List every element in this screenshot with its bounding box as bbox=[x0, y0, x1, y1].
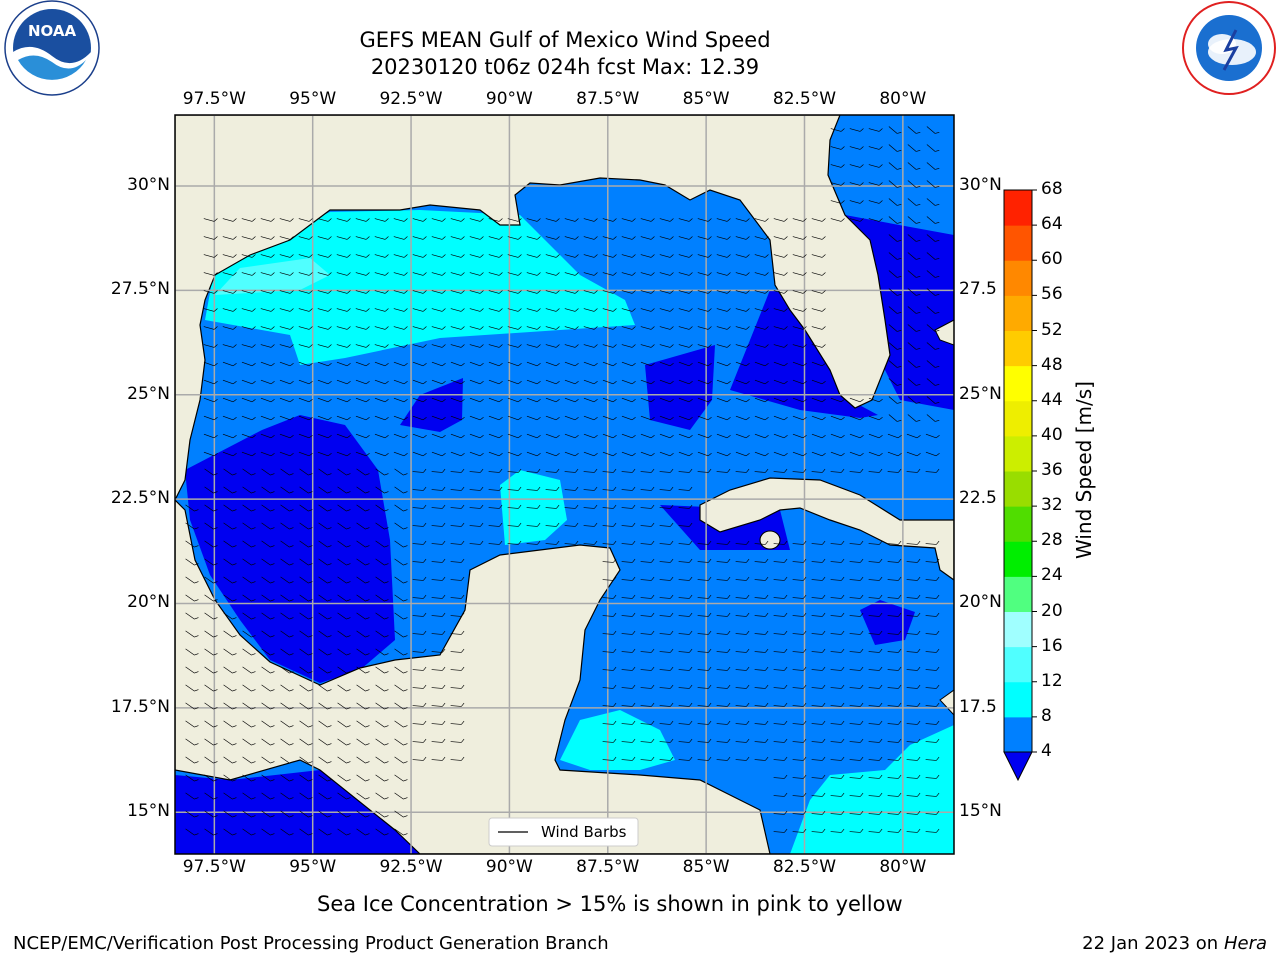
lat-tick-label: 20°N bbox=[127, 592, 170, 613]
lat-tick-label: 30°N bbox=[959, 174, 1002, 195]
lat-tick-label: 17.5°N bbox=[110, 696, 170, 717]
land-isla-juventud bbox=[759, 530, 781, 550]
breezy-region-texas bbox=[215, 258, 330, 295]
lon-tick-label: 87.5°W bbox=[576, 89, 640, 109]
colorbar-tick-label: 16 bbox=[1041, 635, 1063, 656]
grid-lines bbox=[175, 115, 954, 854]
lat-tick-label: 20°N bbox=[959, 592, 1002, 613]
map-frame bbox=[174, 114, 955, 855]
colorbar-tick-label: 36 bbox=[1041, 460, 1063, 480]
land-mexico bbox=[175, 499, 771, 854]
colorbar-segment bbox=[1004, 646, 1032, 683]
colorbar-segment bbox=[1004, 506, 1032, 542]
colorbar-segment bbox=[1004, 400, 1032, 437]
land-cuba bbox=[699, 477, 954, 581]
lon-tick-label: 97.5°W bbox=[182, 89, 246, 109]
calm-region-central bbox=[400, 378, 463, 432]
map-legend: Wind Barbs bbox=[488, 817, 639, 847]
colorbar-title: Wind Speed [m/s] bbox=[1072, 381, 1096, 559]
lon-tick-label: 90°W bbox=[485, 857, 533, 877]
colorbar bbox=[1003, 189, 1037, 782]
colorbar-tick-label: 24 bbox=[1041, 565, 1063, 586]
lat-tick-label: 17.5 bbox=[959, 696, 997, 717]
run-machine: Hera bbox=[1223, 933, 1267, 954]
lon-tick-label: 92.5°W bbox=[379, 857, 443, 877]
lon-tick-label: 80°W bbox=[879, 857, 927, 877]
lat-tick-label: 25°N bbox=[127, 383, 170, 404]
lon-tick-label: 95°W bbox=[289, 89, 337, 109]
lat-tick-label: 30°N bbox=[127, 174, 170, 195]
lat-tick-label: 25°N bbox=[959, 383, 1002, 404]
colorbar-segment bbox=[1004, 260, 1032, 296]
colorbar-tick-label: 68 bbox=[1041, 179, 1063, 199]
nws-logo-icon bbox=[1182, 1, 1276, 95]
colorbar-tick-label: 44 bbox=[1041, 389, 1063, 410]
colorbar-segment bbox=[1004, 295, 1032, 331]
lon-tick-label: 80°W bbox=[879, 89, 927, 109]
colorbar-tick-label: 40 bbox=[1041, 424, 1063, 445]
colorbar-under-arrow bbox=[1003, 751, 1033, 782]
colorbar-tick-label: 56 bbox=[1041, 284, 1063, 305]
breezy-region-honduras bbox=[560, 710, 675, 770]
colorbar-tick-label: 8 bbox=[1041, 705, 1052, 726]
colorbar-tick-label: 52 bbox=[1041, 319, 1063, 340]
colorbar-segment bbox=[1004, 365, 1032, 402]
lon-tick-label: 82.5°W bbox=[772, 857, 837, 877]
calm-region-yucatan-channel bbox=[645, 345, 715, 430]
colorbar-segment bbox=[1004, 716, 1032, 753]
colorbar-segment bbox=[1004, 541, 1032, 577]
title-line-2: 20230120 t06z 024h fcst Max: 12.39 bbox=[370, 55, 760, 79]
noaa-logo-icon: NOAA bbox=[4, 0, 100, 96]
lat-tick-label: 27.5 bbox=[959, 279, 997, 300]
colorbar-tick-label: 20 bbox=[1041, 600, 1063, 621]
lon-tick-label: 95°W bbox=[289, 857, 337, 877]
lon-tick-label: 92.5°W bbox=[379, 89, 443, 109]
colorbar-segment bbox=[1004, 435, 1032, 472]
lon-tick-label: 82.5°W bbox=[772, 89, 837, 109]
legend-label: Wind Barbs bbox=[541, 823, 627, 841]
lat-tick-label: 15°N bbox=[959, 801, 1002, 822]
sea-ice-note: Sea Ice Concentration > 15% is shown in … bbox=[317, 892, 903, 916]
lon-tick-label: 97.5°W bbox=[182, 857, 246, 877]
colorbar-tick-label: 32 bbox=[1041, 495, 1063, 516]
colorbar-segment bbox=[1004, 611, 1032, 648]
lon-tick-label: 85°W bbox=[682, 857, 730, 877]
land-bahamas bbox=[934, 319, 954, 346]
colorbar-tick-label: 28 bbox=[1041, 530, 1063, 551]
colorbar-segment bbox=[1004, 330, 1032, 367]
lat-tick-label: 15°N bbox=[127, 801, 170, 822]
lat-tick-label: 22.5 bbox=[959, 488, 997, 509]
run-date: 22 Jan 2023 on Hera bbox=[1082, 933, 1267, 954]
noaa-logo-text: NOAA bbox=[28, 22, 77, 40]
producer-credit: NCEP/EMC/Verification Post Processing Pr… bbox=[13, 933, 609, 954]
colorbar-segment bbox=[1004, 576, 1032, 612]
title-line-1: GEFS MEAN Gulf of Mexico Wind Speed bbox=[359, 28, 771, 52]
lon-tick-label: 87.5°W bbox=[576, 857, 640, 877]
lon-tick-label: 90°W bbox=[485, 89, 533, 109]
colorbar-segment bbox=[1004, 471, 1032, 507]
colorbar-tick-label: 4 bbox=[1041, 741, 1052, 761]
breezy-region-south-caribbean bbox=[790, 725, 954, 854]
lat-tick-label: 27.5°N bbox=[110, 279, 170, 300]
lat-tick-label: 22.5°N bbox=[110, 488, 170, 509]
run-date-text: 22 Jan 2023 on bbox=[1082, 933, 1224, 954]
colorbar-segment bbox=[1004, 681, 1032, 718]
colorbar-tick-label: 48 bbox=[1041, 354, 1063, 375]
colorbar-segment bbox=[1004, 190, 1032, 226]
land-usa bbox=[175, 115, 891, 501]
colorbar-tick-label: 64 bbox=[1041, 214, 1063, 235]
map-area bbox=[175, 115, 954, 854]
lon-tick-label: 85°W bbox=[682, 89, 730, 109]
colorbar-tick-label: 12 bbox=[1041, 670, 1063, 691]
colorbar-tick-label: 60 bbox=[1041, 249, 1063, 270]
colorbar-segment bbox=[1004, 225, 1032, 261]
